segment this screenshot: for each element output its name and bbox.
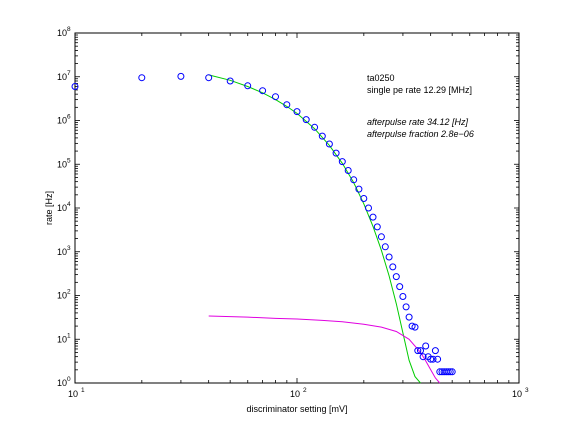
data-point <box>350 176 358 184</box>
data-point <box>414 347 422 355</box>
data-point <box>381 243 389 251</box>
y-tick-exponent: 3 <box>67 245 71 252</box>
y-tick-label: 10 <box>57 203 67 213</box>
data-point <box>396 283 404 291</box>
data-point <box>344 167 352 174</box>
data-point <box>405 313 413 321</box>
data-point <box>365 204 372 212</box>
annotation-afterpulse-fraction: afterpulse fraction 2.8e−06 <box>367 129 474 139</box>
x-tick-label: 10 <box>68 389 78 399</box>
y-tick-label: 10 <box>57 72 67 82</box>
x-tick-label: 10 <box>512 389 522 399</box>
annotation-single-pe-rate: single pe rate 12.29 [MHz] <box>367 85 472 95</box>
y-tick-label: 10 <box>57 28 67 38</box>
y-tick-label: 10 <box>57 378 67 388</box>
data-point <box>411 323 419 331</box>
y-tick-exponent: 8 <box>67 26 71 33</box>
data-point <box>311 123 319 131</box>
y-tick-label: 10 <box>57 159 67 169</box>
data-point <box>302 116 310 124</box>
y-tick-exponent: 7 <box>67 70 71 77</box>
data-point <box>377 233 385 241</box>
annotation-afterpulse-rate: afterpulse rate 34.12 [Hz] <box>367 117 469 127</box>
data-point <box>355 185 363 193</box>
x-tick-exponent: 2 <box>303 387 307 394</box>
x-tick-label: 10 <box>290 389 300 399</box>
data-point <box>293 108 301 116</box>
data-point <box>434 355 442 363</box>
data-point <box>389 263 397 271</box>
data-point <box>417 347 424 355</box>
y-tick-exponent: 2 <box>67 289 71 296</box>
data-point <box>373 223 381 231</box>
x-axis-label: discriminator setting [mV] <box>246 404 347 414</box>
data-point <box>259 87 267 95</box>
y-axis-label: rate [Hz] <box>44 191 54 225</box>
data-point <box>138 74 146 82</box>
data-point <box>325 140 333 148</box>
y-tick-label: 10 <box>57 291 67 301</box>
fit-curves <box>208 74 441 384</box>
y-tick-exponent: 6 <box>67 114 71 121</box>
data-point <box>205 74 213 82</box>
data-point <box>385 253 393 261</box>
data-point <box>272 93 279 101</box>
data-point <box>226 77 234 85</box>
data-point <box>402 303 410 311</box>
data-point <box>71 83 79 90</box>
y-tick-exponent: 5 <box>67 157 71 164</box>
x-tick-exponent: 1 <box>81 387 85 394</box>
data-point <box>244 82 252 90</box>
data-point <box>408 322 416 330</box>
data-point <box>429 355 437 363</box>
data-point <box>177 72 185 80</box>
y-tick-label: 10 <box>57 116 67 126</box>
data-point <box>422 342 430 350</box>
data-point <box>427 355 435 363</box>
data-point <box>338 158 346 166</box>
data-point <box>448 368 456 376</box>
x-tick-exponent: 3 <box>525 387 529 394</box>
y-tick-exponent: 1 <box>67 332 71 339</box>
axis-ticks <box>74 33 519 384</box>
data-point <box>332 149 340 157</box>
y-tick-exponent: 4 <box>67 201 71 208</box>
y-tick-label: 10 <box>57 334 67 344</box>
fit-curve-1 <box>208 74 421 384</box>
data-point <box>431 347 439 355</box>
data-point <box>444 368 452 376</box>
data-point <box>360 195 368 202</box>
data-points <box>71 72 456 376</box>
fit-curve-2 <box>208 315 441 384</box>
tick-labels: 10 1 10 2 10 310 010 110 210 310 410 510 610 710 8 <box>57 26 529 399</box>
y-tick-label: 10 <box>57 247 67 257</box>
data-point <box>392 273 400 281</box>
data-point <box>283 101 291 109</box>
data-point <box>318 132 326 140</box>
data-point <box>369 213 377 221</box>
data-point <box>419 353 427 361</box>
data-point <box>446 368 454 376</box>
annotation-id: ta0250 <box>367 73 395 83</box>
y-tick-exponent: 0 <box>67 376 71 383</box>
data-point <box>399 293 407 300</box>
